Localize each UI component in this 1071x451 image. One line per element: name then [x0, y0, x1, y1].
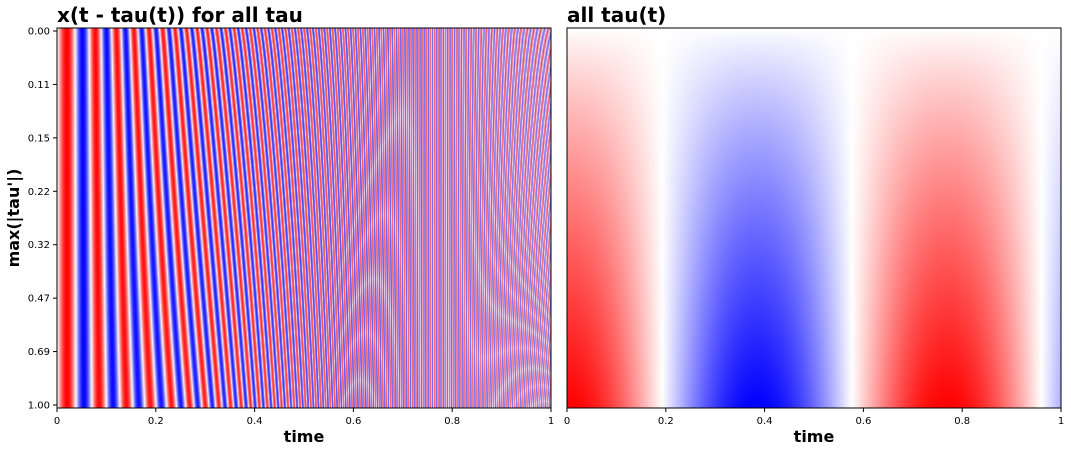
- x-tick-label: 1: [1058, 416, 1064, 427]
- x-tick-label: 1: [548, 416, 554, 427]
- left-chart-title: x(t - tau(t)) for all tau: [57, 3, 303, 27]
- right-x-axis-label: time: [794, 427, 835, 446]
- right-x-axis: 0 0.2 0.4 0.6 0.8 1: [564, 408, 1064, 427]
- left-y-axis-label: max(|tau'|): [4, 169, 24, 268]
- x-tick-label: 0: [54, 416, 60, 427]
- x-tick-label: 0.4: [247, 416, 263, 427]
- y-tick-label: 0.15: [28, 133, 50, 144]
- x-tick-label: 0: [564, 416, 570, 427]
- x-tick-label: 0.2: [658, 416, 674, 427]
- x-tick-label: 0.6: [855, 416, 871, 427]
- y-tick-label: 0.47: [28, 294, 50, 305]
- left-heatmap: [57, 28, 551, 408]
- y-tick-label: 0.32: [28, 240, 50, 251]
- y-tick-label: 0.69: [28, 347, 50, 358]
- x-tick-label: 0.4: [757, 416, 773, 427]
- left-x-axis-label: time: [284, 427, 325, 446]
- right-chart-title: all tau(t): [567, 3, 666, 27]
- y-tick-label: 1.00: [28, 401, 50, 412]
- x-tick-label: 0.6: [345, 416, 361, 427]
- right-plot-frame: [566, 27, 1062, 409]
- left-x-axis: 0 0.2 0.4 0.6 0.8 1: [54, 408, 554, 427]
- y-tick-label: 0.22: [28, 187, 50, 198]
- left-y-axis: 0.00 0.11 0.15 0.22 0.32 0.47 0.69 1.00: [28, 27, 57, 412]
- x-tick-label: 0.8: [954, 416, 970, 427]
- x-tick-label: 0.8: [444, 416, 460, 427]
- y-tick-label: 0.11: [28, 80, 50, 91]
- y-tick-label: 0.00: [28, 27, 50, 38]
- x-tick-label: 0.2: [148, 416, 164, 427]
- left-plot-frame: [56, 27, 552, 409]
- right-heatmap: [567, 28, 1061, 408]
